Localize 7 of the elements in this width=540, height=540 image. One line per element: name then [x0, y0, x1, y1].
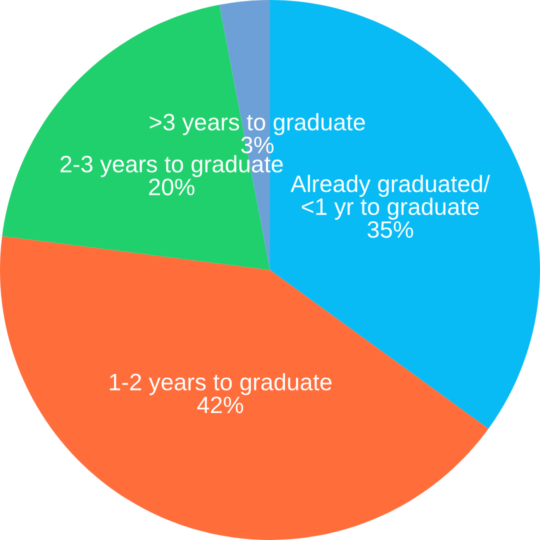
slice-label: 1-2 years to graduate — [110, 373, 332, 396]
data-label: 42% — [197, 396, 244, 414]
data-label: 35% — [368, 221, 414, 238]
pie-slice — [0, 236, 488, 540]
slice-label: >3 years to graduate — [150, 113, 365, 136]
slice-label: Already graduated/ <1 yr to graduate — [290, 174, 490, 220]
data-label: 20% — [149, 178, 194, 196]
